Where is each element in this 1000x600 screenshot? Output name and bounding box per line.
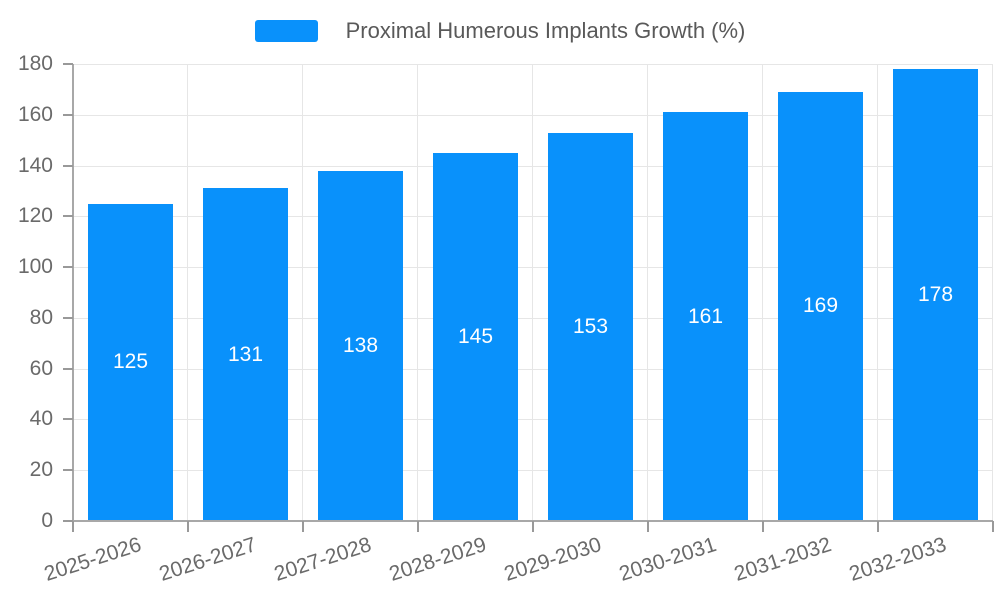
x-axis-tick-mark [877,521,879,532]
y-axis-tick-label: 140 [17,153,53,177]
x-axis-tick-mark [992,521,994,532]
bar[interactable]: 131 [203,188,288,521]
gridline-horizontal [73,317,993,319]
gridline-horizontal [73,64,993,65]
y-axis-tick-mark [63,469,73,472]
y-axis-tick-label: 180 [17,52,53,75]
y-axis-tick-mark [63,113,73,116]
bar[interactable]: 153 [548,132,633,521]
x-axis-tick-mark [762,521,764,532]
bar[interactable]: 145 [433,152,518,521]
y-axis-tick-label: 160 [17,102,53,126]
gridline-horizontal [73,216,993,218]
y-axis-tick-label: 0 [41,509,53,532]
gridline-vertical [992,64,993,521]
x-axis-tick-mark [647,521,649,532]
gridline-vertical [187,64,188,521]
y-axis-tick-label: 60 [29,356,53,380]
y-axis-tick-mark [63,215,73,218]
gridline-horizontal [73,470,993,472]
legend-swatch [254,20,318,42]
bar[interactable]: 169 [778,91,863,521]
bar[interactable]: 138 [318,170,403,521]
bar-value-label: 161 [687,304,724,328]
bar-value-label: 145 [457,324,494,348]
gridline-vertical [417,64,418,521]
y-axis-tick-mark [63,266,73,269]
y-axis-tick-label: 80 [29,305,53,329]
gridline-horizontal [73,114,993,116]
bar-value-label: 131 [227,342,264,366]
bar-value-label: 125 [112,350,149,374]
gridline-vertical [762,64,763,521]
y-axis-line [72,64,74,521]
x-axis-tick-mark [302,521,304,532]
y-axis-tick-mark [63,367,73,370]
gridline-horizontal [73,267,993,269]
y-axis-tick-mark [63,418,73,421]
y-axis-tick-label: 120 [17,204,53,228]
bar-value-label: 153 [572,314,609,338]
y-axis-tick-mark [63,520,73,522]
y-axis-tick-label: 40 [29,407,53,431]
gridline-vertical [877,64,878,521]
bar[interactable]: 178 [893,69,978,521]
y-axis-tick-mark [63,164,73,167]
bar-value-label: 169 [802,294,839,318]
gridline-vertical [302,64,303,521]
bar[interactable]: 125 [88,203,173,521]
gridline-horizontal [73,368,993,370]
legend-item[interactable]: Proximal Humerous Implants Growth (%) [0,18,1000,44]
legend-label: Proximal Humerous Implants Growth (%) [345,18,746,43]
gridline-vertical [647,64,648,521]
y-axis-tick-mark [63,63,73,65]
x-axis-tick-mark [417,521,419,532]
x-axis-tick-mark [187,521,189,532]
x-axis-tick-mark [532,521,534,532]
bar-value-label: 178 [917,283,954,307]
gridline-horizontal [73,165,993,167]
y-axis-tick-mark [63,316,73,319]
gridline-horizontal [73,419,993,421]
gridline-vertical [532,64,533,521]
y-axis-tick-label: 20 [29,458,53,482]
bar-value-label: 138 [342,333,379,357]
y-axis-tick-label: 100 [17,255,53,279]
bar[interactable]: 161 [663,112,748,521]
plot-area: 0 20 40 60 80 100 120 140 160 180 125 2025-2026 131 2… [18,52,994,586]
x-axis-tick-mark [72,521,74,532]
